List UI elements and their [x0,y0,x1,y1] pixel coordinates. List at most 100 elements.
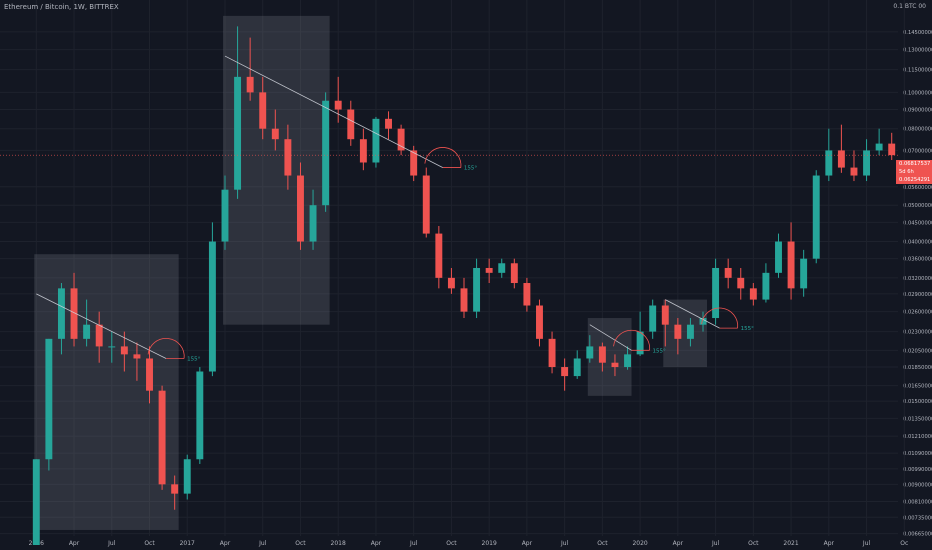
candle-body [385,118,392,129]
candle-body [686,324,694,339]
y-tick-label: 0.00810000 [903,499,932,505]
y-tick-label: 0.01350000 [903,416,932,422]
candle-body [397,128,405,151]
candle-body [611,362,619,368]
price-scale-unit[interactable]: 0.1 BTC 00 [893,3,926,10]
x-tick-label: Jul [107,540,116,547]
angle-label: 155° [187,356,200,362]
y-tick-label: 0.05600000 [903,185,932,191]
y-tick-label: 0.01850000 [903,365,932,371]
candle-body [146,358,153,391]
y-tick-label: 0.02900000 [903,292,932,298]
marker-price-label: 0.06254291 [896,176,932,184]
candle-body [762,272,770,300]
y-tick-label: 0.04000000 [903,240,932,246]
y-tick-label: 0.02050000 [903,348,932,354]
candle-body [234,76,242,190]
x-tick-label: 2020 [632,540,647,547]
y-tick-label: 0.01090000 [903,451,932,457]
x-tick-label: Apr [69,540,80,547]
candle-body [158,390,166,485]
candle-body [372,118,380,163]
candle-body [196,371,204,460]
angle-arc [701,307,739,329]
bar-countdown-label: 5d 6h [896,168,932,176]
candle-body [548,338,556,368]
y-tick-label: 0.07000000 [903,148,932,154]
candle-body [271,128,279,140]
candle-body [699,318,707,325]
candle-body [586,346,594,359]
y-tick-label: 0.01650000 [903,384,932,390]
y-tick-label: 0.09000000 [903,108,932,114]
candle-body [95,324,103,347]
candle-body [837,150,845,168]
candle-body [875,143,883,151]
x-tick-label: Oct [446,540,457,547]
trendline [36,293,167,359]
angle-arc [613,329,650,351]
candle-body [322,100,330,206]
candle-body [359,139,367,163]
x-tick-label: Jul [560,540,569,547]
candle-body [447,277,455,289]
candle-body [636,331,644,355]
x-tick-label: Oct [144,540,155,547]
highlight-box [663,299,708,368]
x-tick-label: Apr [220,540,231,547]
candle-body [598,346,606,363]
candle-body [221,189,229,242]
candle-body [888,143,896,156]
candle-body [133,354,141,359]
candle-body [410,150,418,176]
y-tick-label: 0.02600000 [903,310,932,316]
candle-body [485,267,493,273]
candle-body [561,367,569,377]
candle-body [800,258,808,289]
candle-body [297,175,304,242]
candle-body [208,241,216,372]
y-tick-label: 0.00990000 [903,467,932,473]
x-tick-label: 2019 [482,540,497,547]
candle-body [825,150,833,176]
y-tick-label: 0.00900000 [903,482,932,488]
x-tick-label: 2018 [331,540,346,547]
symbol-title: Ethereum / Bitcoin, 1W, BITTREX [4,3,119,11]
y-tick-label: 0.03200000 [903,276,932,282]
candle-body [712,267,720,319]
angle-label: 155° [464,166,477,172]
candle-body [284,139,292,176]
angle-label: 155° [653,348,666,354]
highlight-box [34,254,179,530]
y-tick-label: 0.08000000 [903,127,932,133]
candle-body [334,100,342,110]
y-tick-label: 0.01500000 [903,399,932,405]
candle-body [674,324,682,339]
candle-body [737,277,745,289]
angle-arc [147,337,185,359]
trendline [589,324,632,351]
candle-body [850,167,858,176]
x-tick-label: Jul [862,540,871,547]
x-tick-label: Oct [597,540,608,547]
candle-body [108,346,116,348]
candle-body [661,305,669,325]
candle-body [775,241,782,273]
x-tick-label: Oct [748,540,759,547]
trendline [224,55,444,168]
y-tick-label: 0.14500000 [903,30,932,36]
angle-label: 155° [741,326,754,332]
candle-body [70,288,78,339]
y-tick-label: 0.13000000 [903,48,932,54]
x-tick-label: Oct [295,540,306,547]
x-tick-label: Oc [900,540,908,547]
candle-body [749,288,757,300]
candle-body [536,305,543,339]
candle-body [309,205,317,242]
candle-body [787,241,795,289]
candle-body [83,324,91,339]
y-tick-label: 0.02300000 [903,330,932,336]
candle-body [246,76,254,93]
